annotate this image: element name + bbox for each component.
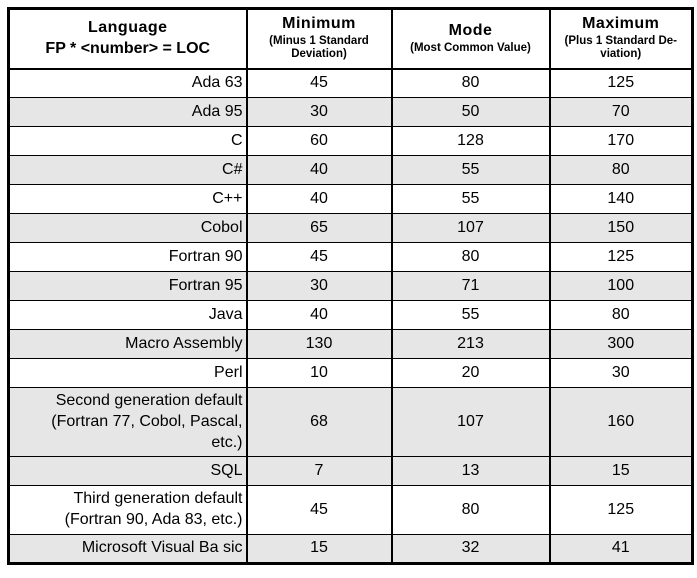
mode-cell: 107 [390,386,551,458]
maximum-cell: 170 [548,126,694,156]
table-row-sql: SQL 7 13 15 [7,456,694,487]
mode-cell: 55 [390,184,551,214]
mode-cell: 80 [390,485,551,535]
table-row-perl: Perl 10 20 30 [7,358,694,388]
header-minimum-subtitle: (Minus 1 Standard Deviation) [269,34,369,61]
header-maximum-subtitle: (Plus 1 Standard De- viation) [564,34,677,61]
language-cell: C++ [7,184,248,214]
language-cell: Ada 63 [7,68,248,98]
mode-cell: 32 [390,533,551,564]
language-cell: Cobol [7,213,248,243]
header-minimum-title: Minimum [282,15,356,33]
mode-cell: 50 [390,97,551,127]
maximum-cell: 80 [548,155,694,185]
table-row-cobol: Cobol 65 107 150 [7,213,694,243]
minimum-cell: 10 [245,358,393,388]
maximum-cell: 150 [548,213,694,243]
minimum-cell: 65 [245,213,393,243]
language-cell: Ada 95 [7,97,248,127]
maximum-cell: 125 [548,68,694,98]
maximum-cell: 41 [548,533,694,564]
minimum-cell: 45 [245,242,393,272]
language-cell: Microsoft Visual Ba sic [7,533,248,564]
header-mode: Mode (Most Common Value) [390,8,551,70]
table-row-c: C 60 128 170 [7,126,694,156]
table-row-fortran-90: Fortran 90 45 80 125 [7,242,694,272]
minimum-cell: 30 [245,271,393,301]
header-mode-subtitle: (Most Common Value) [410,41,531,54]
maximum-cell: 100 [548,271,694,301]
mode-cell: 80 [390,68,551,98]
mode-cell: 80 [390,242,551,272]
table-row-java: Java 40 55 80 [7,300,694,330]
minimum-cell: 45 [245,485,393,535]
mode-cell: 128 [390,126,551,156]
mode-cell: 55 [390,300,551,330]
minimum-cell: 15 [245,533,393,564]
minimum-cell: 68 [245,386,393,458]
language-cell: Second generation default (Fortran 77, C… [7,386,248,458]
header-language: Language FP * <number> = LOC [7,8,248,70]
header-mode-title: Mode [448,22,493,40]
mode-cell: 71 [390,271,551,301]
header-maximum-title: Maximum [582,15,660,33]
table-row-ada-95: Ada 95 30 50 70 [7,97,694,127]
maximum-cell: 125 [548,485,694,535]
language-cell: Fortran 95 [7,271,248,301]
header-language-title: Language [87,19,168,37]
table-row-macro-assembly: Macro Assembly 130 213 300 [7,329,694,359]
mode-cell: 13 [390,456,551,487]
maximum-cell: 140 [548,184,694,214]
minimum-cell: 40 [245,300,393,330]
language-cell: Macro Assembly [7,329,248,359]
mode-cell: 20 [390,358,551,388]
minimum-cell: 40 [245,184,393,214]
minimum-cell: 30 [245,97,393,127]
language-cell: Fortran 90 [7,242,248,272]
minimum-cell: 45 [245,68,393,98]
mode-cell: 55 [390,155,551,185]
language-cell: Third generation default (Fortran 90, Ad… [7,485,248,535]
mode-cell: 213 [390,329,551,359]
mode-cell: 107 [390,213,551,243]
minimum-cell: 40 [245,155,393,185]
table-row-microsoft-visual-basic: Microsoft Visual Ba sic 15 32 41 [7,533,694,564]
maximum-cell: 160 [548,386,694,458]
header-maximum: Maximum (Plus 1 Standard De- viation) [548,8,694,70]
language-cell: Java [7,300,248,330]
table-row-second-generation-default: Second generation default (Fortran 77, C… [7,386,694,458]
language-cell: Perl [7,358,248,388]
minimum-cell: 60 [245,126,393,156]
table-row-fortran-95: Fortran 95 30 71 100 [7,271,694,301]
header-language-subtitle: FP * <number> = LOC [45,39,211,57]
language-cell: C [7,126,248,156]
header-minimum: Minimum (Minus 1 Standard Deviation) [245,8,393,70]
minimum-cell: 130 [245,329,393,359]
minimum-cell: 7 [245,456,393,487]
maximum-cell: 300 [548,329,694,359]
header-row: Language FP * <number> = LOC Minimum (Mi… [7,8,694,70]
fp-to-loc-conversion-table: Language FP * <number> = LOC Minimum (Mi… [7,7,694,565]
table-body: Ada 63 45 80 125 Ada 95 30 50 70 C 60 12… [7,68,694,564]
table-row-csharp: C# 40 55 80 [7,155,694,185]
maximum-cell: 125 [548,242,694,272]
table-row-ada-63: Ada 63 45 80 125 [7,68,694,98]
maximum-cell: 15 [548,456,694,487]
maximum-cell: 70 [548,97,694,127]
table-row-third-generation-default: Third generation default (Fortran 90, Ad… [7,485,694,535]
table-header: Language FP * <number> = LOC Minimum (Mi… [7,8,694,70]
language-cell: SQL [7,456,248,487]
language-cell: C# [7,155,248,185]
maximum-cell: 30 [548,358,694,388]
maximum-cell: 80 [548,300,694,330]
table-row-cpp: C++ 40 55 140 [7,184,694,214]
